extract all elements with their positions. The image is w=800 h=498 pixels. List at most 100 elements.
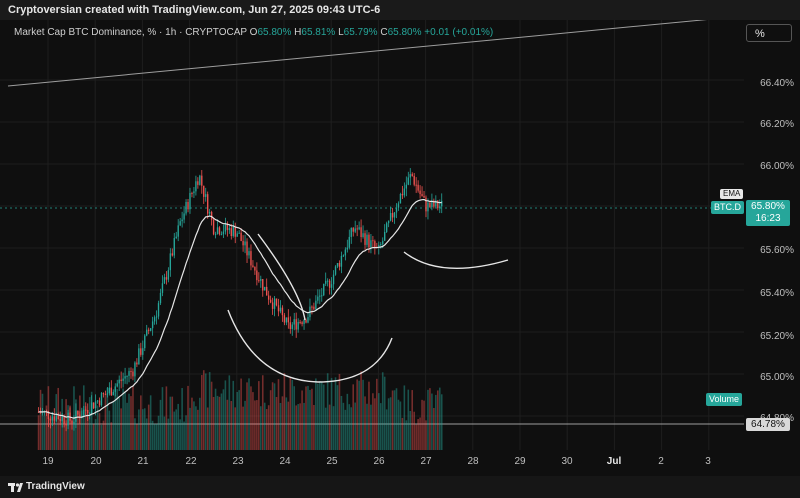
volume-bar [258,381,260,450]
candle-body [51,416,54,421]
candle-body [281,307,284,316]
candle-body [65,423,67,426]
candle-body [374,241,376,248]
candle-body [90,402,93,414]
time-label: 24 [279,456,291,467]
candle-body [67,412,69,426]
candle-body [411,174,413,176]
symbol-legend[interactable]: Market Cap BTC Dominance, % · 1h · CRYPT… [14,27,494,38]
volume-bar [159,399,162,450]
volume-bar [102,420,105,450]
candle-body [216,227,219,234]
volume-bar [334,377,337,450]
annotation-cup-left [227,309,393,383]
footer: TradingView [0,476,800,498]
candle-body [266,286,268,296]
volume-bar [189,407,191,450]
volume-bar [118,397,120,450]
volume-bar [149,395,152,450]
candle-body [258,280,260,282]
candle-body [415,184,417,186]
candle-body [138,348,140,365]
volume-bar [328,404,331,450]
legend-exchange: CRYPTOCAP [185,27,247,38]
candle-body [441,200,443,207]
candle-body [208,211,211,214]
volume-bar [421,399,423,450]
time-axis[interactable]: 19 20 21 22 23 24 25 26 27 28 29 30 Jul … [0,450,744,474]
candle-body [301,322,303,325]
price-tick: 65.00% [760,372,794,383]
candle-body [142,348,144,355]
volume-bar [291,379,294,450]
volume-bar [96,405,99,450]
candle-body [197,181,199,185]
volume-bar [405,420,408,450]
volume-bar [393,390,396,450]
volume-bar [69,407,71,450]
volume-bar [370,404,372,450]
footer-brand: TradingView [26,481,85,492]
volume-bar [155,423,158,450]
candle-body [297,321,299,330]
volume-bar [435,394,437,450]
volume-bar [108,410,111,450]
volume-bar [130,396,132,450]
chart-canvas[interactable] [0,20,800,477]
candles [37,168,443,432]
volume-bar [81,410,83,450]
volume-bar [301,390,303,450]
candle-body [39,411,42,414]
candle-body [395,207,398,213]
volume-bar [43,415,46,450]
candle-body [384,231,386,241]
candle-body [73,421,75,424]
volume-bar [234,407,237,450]
volume-bar [423,400,425,450]
candle-body [262,279,264,291]
volume-bar [90,391,93,450]
volume-bar [374,398,376,450]
volume-bar [372,393,374,450]
legend-interval: 1h [165,27,177,38]
volume-bar [181,388,183,450]
volume-bar [199,397,201,450]
volume-bar [387,398,390,450]
volume-bar [230,401,233,450]
candle-body [226,223,229,231]
volume-bar [358,380,360,450]
volume-bar [153,423,156,450]
volume-bar [206,407,209,450]
volume-bar [273,383,276,450]
volume-bar [161,387,164,450]
candle-body [382,240,384,245]
volume-bar [315,378,317,450]
candle-body [358,227,360,230]
legend-change: +0.01 (+0.01%) [424,27,494,38]
volume-bar [157,415,160,450]
volume-bar [389,397,392,450]
volume-label: Volume [706,393,743,406]
volume-bar [419,417,421,450]
volume-bars [37,370,443,450]
volume-bar [295,405,297,450]
percent-scale-button[interactable]: % [746,24,792,42]
candle-body [187,201,189,210]
candle-body [140,348,142,355]
volume-bar [179,419,181,450]
candle-body [148,329,150,331]
candle-body [252,265,254,267]
volume-bar [204,373,207,450]
price-axis[interactable]: 66.40% 66.20% 66.00% 65.60% 65.40% 65.20… [744,46,800,456]
series-label: BTC.D [711,201,744,214]
volume-bar [287,401,290,450]
candle-body [155,316,158,318]
volume-bar [226,399,229,450]
candle-body [75,410,77,422]
volume-bar [254,400,256,450]
candle-body [260,279,262,281]
time-label: 27 [420,456,432,467]
volume-bar [411,390,414,450]
candle-body [350,227,352,237]
candle-body [405,184,408,189]
